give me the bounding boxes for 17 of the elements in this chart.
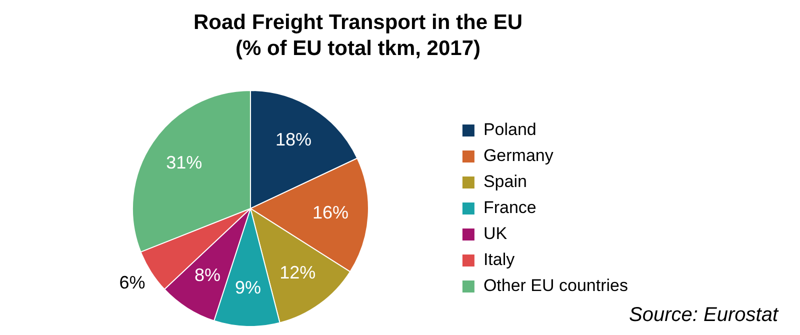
legend-label: France: [483, 198, 536, 218]
legend-label: Spain: [483, 172, 527, 192]
legend-label: Other EU countries: [483, 276, 628, 296]
data-label: 18%: [275, 130, 312, 150]
data-label: 9%: [234, 278, 261, 298]
legend-label: Poland: [483, 120, 536, 140]
data-label: 12%: [280, 262, 316, 282]
chart-title: Road Freight Transport in the EU: [192, 10, 524, 36]
data-label: 8%: [194, 265, 220, 286]
source-note: Source: Eurostat: [629, 304, 778, 327]
legend-label: UK: [483, 224, 508, 244]
chart-subtitle: (% of EU total tkm, 2017): [234, 36, 482, 62]
data-label: 6%: [119, 272, 146, 292]
legend-label: Italy: [483, 250, 516, 270]
legend-label: Germany: [483, 146, 554, 166]
data-label: 16%: [312, 202, 349, 223]
data-label: 31%: [166, 152, 202, 172]
